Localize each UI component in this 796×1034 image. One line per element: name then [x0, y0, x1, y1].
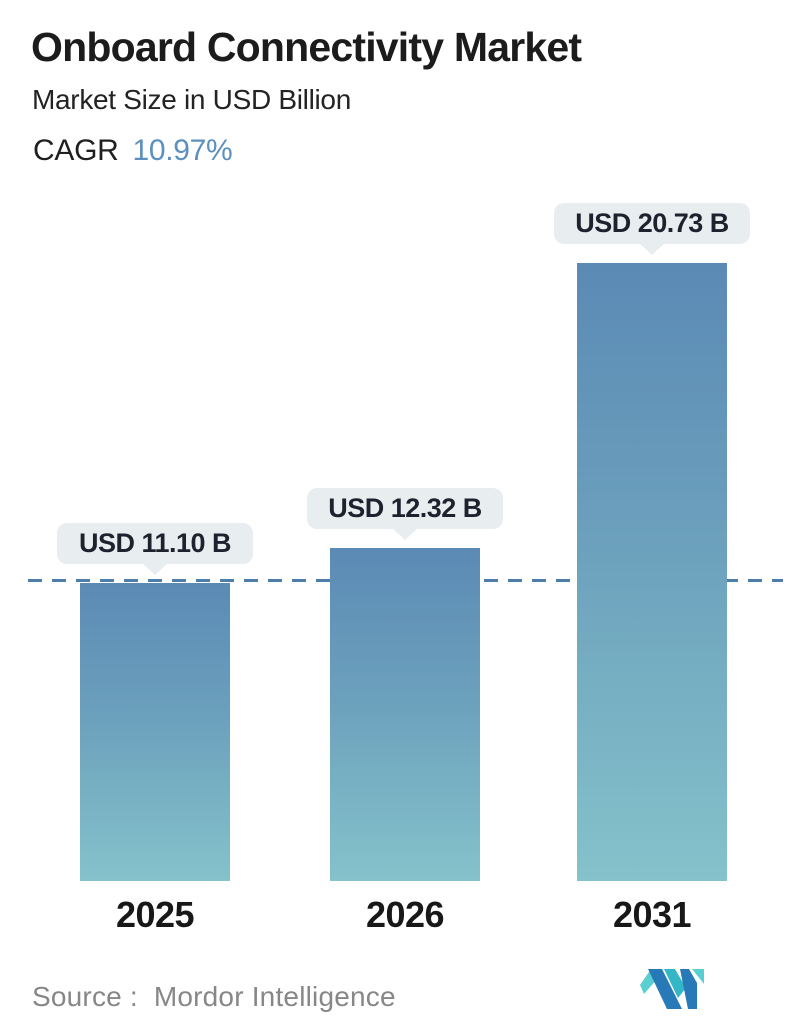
- mordor-intelligence-logo: [640, 969, 704, 1009]
- cagr-label: CAGR: [33, 134, 119, 167]
- value-callout-text: USD 11.10 B: [78, 528, 232, 558]
- value-callout-text: USD 12.32 B: [328, 493, 482, 523]
- value-callout-2025: USD 11.10 B: [57, 523, 253, 575]
- callout-pointer: [142, 563, 168, 575]
- x-axis-label-2025: 2025: [115, 894, 195, 935]
- value-callout-2031: USD 20.73 B: [554, 203, 750, 255]
- bar-2031: [577, 263, 727, 881]
- value-callout-2026: USD 12.32 B: [307, 488, 503, 540]
- cagr-row: CAGR 10.97%: [33, 134, 233, 168]
- x-axis-label-2031: 2031: [612, 894, 692, 935]
- source-text: Source : Mordor Intelligence: [32, 981, 396, 1012]
- callout-pointer: [639, 243, 665, 255]
- bar-2025: [80, 583, 230, 881]
- chart-subtitle: Market Size in USD Billion: [32, 84, 351, 115]
- x-axis-label-2026: 2026: [365, 894, 445, 935]
- cagr-value: 10.97%: [132, 134, 233, 167]
- callout-pointer: [392, 528, 418, 540]
- bar-2026: [330, 548, 480, 881]
- page-title: Onboard Connectivity Market: [31, 24, 582, 70]
- value-callout-text: USD 20.73 B: [575, 208, 729, 238]
